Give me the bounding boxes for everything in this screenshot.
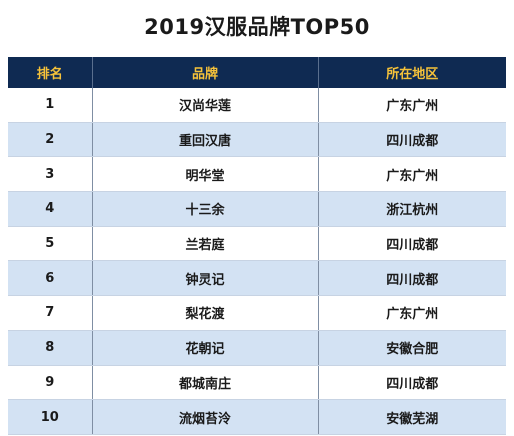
brand-cell: 汉尚华莲	[91, 88, 318, 123]
region-cell: 广东广州	[317, 295, 506, 331]
table-row: 5 兰若庭 四川成都	[8, 226, 506, 262]
brand-cell: 重回汉唐	[91, 122, 318, 158]
rank-cell: 9	[8, 365, 92, 401]
table-row: 8 花朝记 安徽合肥	[8, 330, 506, 366]
rank-cell: 1	[8, 88, 92, 123]
rank-cell: 2	[8, 122, 92, 158]
region-cell: 四川成都	[317, 365, 506, 401]
brand-cell: 花朝记	[91, 330, 318, 366]
brand-cell: 明华堂	[91, 156, 318, 193]
rank-cell: 5	[8, 226, 92, 262]
brand-cell: 十三余	[91, 191, 318, 227]
region-cell: 广东广州	[317, 156, 506, 193]
table-row: 4 十三余 浙江杭州	[8, 191, 506, 227]
region-cell: 浙江杭州	[317, 191, 506, 227]
table-row: 9 都城南庄 四川成都	[8, 365, 506, 401]
rank-cell: 8	[8, 330, 92, 366]
table-row: 10 流烟苔泠 安徽芜湖	[8, 399, 506, 435]
table-row: 7 梨花渡 广东广州	[8, 295, 506, 331]
rank-cell: 3	[8, 156, 92, 193]
table-row: 3 明华堂 广东广州	[8, 156, 506, 193]
rank-cell: 7	[8, 295, 92, 331]
header-brand: 品牌	[91, 57, 318, 88]
header-rank: 排名	[8, 57, 92, 88]
region-cell: 安徽芜湖	[317, 399, 506, 435]
brand-cell: 流烟苔泠	[91, 399, 318, 435]
region-cell: 四川成都	[317, 226, 506, 262]
page-title: 2019汉服品牌TOP50	[144, 15, 370, 39]
table-row: 2 重回汉唐 四川成都	[8, 122, 506, 158]
brand-cell: 都城南庄	[91, 365, 318, 401]
region-cell: 四川成都	[317, 260, 506, 297]
rank-cell: 10	[8, 399, 92, 435]
brand-cell: 兰若庭	[91, 226, 318, 262]
header-region: 所在地区	[317, 57, 506, 88]
brand-cell: 钟灵记	[91, 260, 318, 297]
rank-cell: 4	[8, 191, 92, 227]
brand-cell: 梨花渡	[91, 295, 318, 331]
table-header-row: 排名 品牌 所在地区	[8, 57, 506, 88]
brand-ranking-table: 排名 品牌 所在地区 1 汉尚华莲 广东广州 2 重回汉唐 四川成都 3 明华堂…	[8, 57, 506, 435]
region-cell: 四川成都	[317, 122, 506, 158]
table-row: 1 汉尚华莲 广东广州	[8, 88, 506, 123]
rank-cell: 6	[8, 260, 92, 297]
region-cell: 广东广州	[317, 88, 506, 123]
table-row: 6 钟灵记 四川成都	[8, 260, 506, 297]
region-cell: 安徽合肥	[317, 330, 506, 366]
